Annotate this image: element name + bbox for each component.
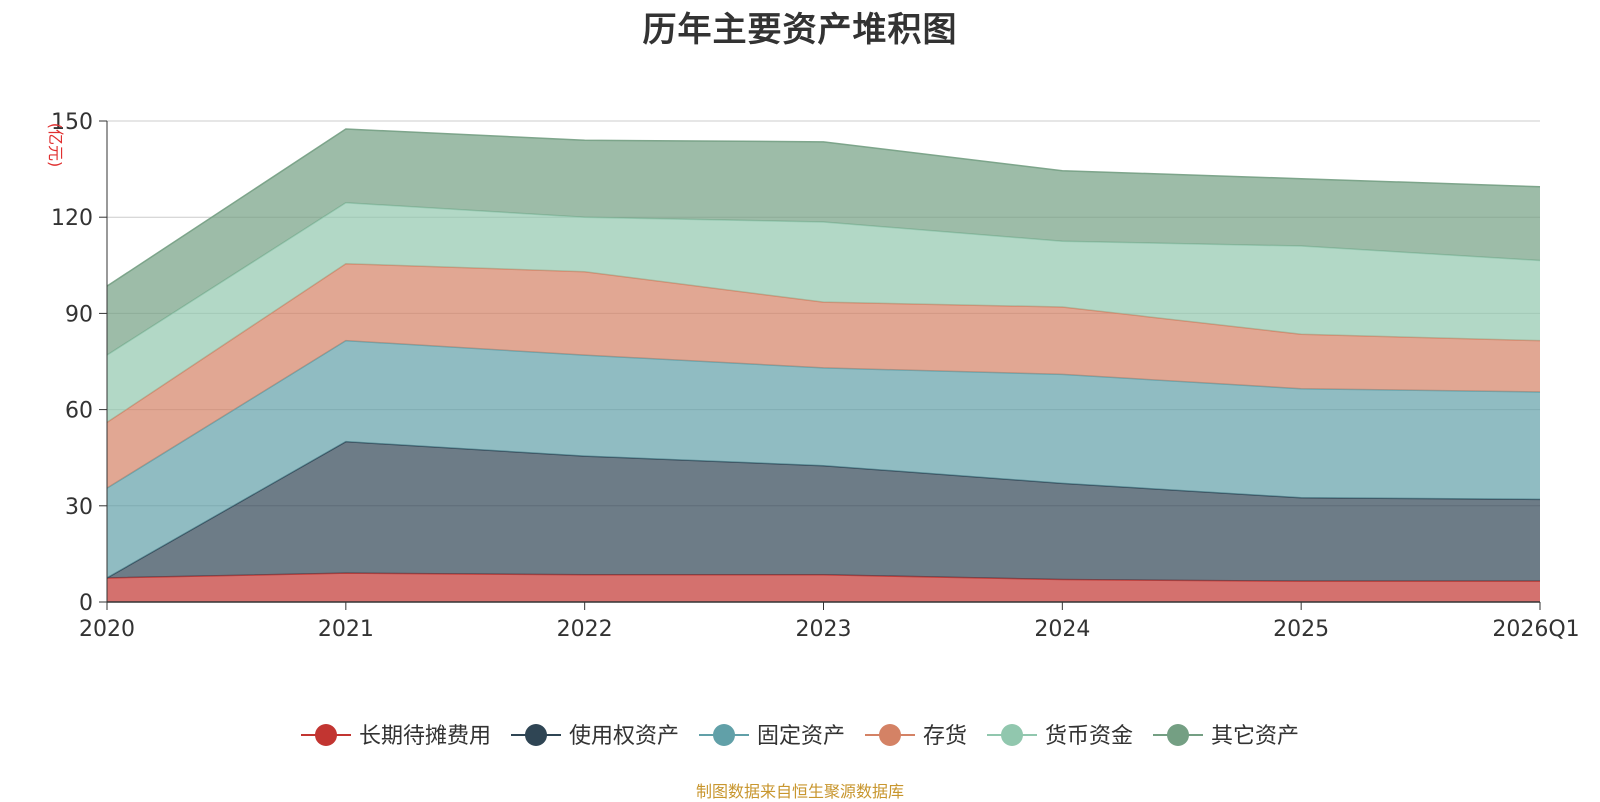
y-tick-label: 0 — [79, 591, 93, 616]
x-tick-label: 2020 — [79, 617, 135, 642]
legend: 长期待摊费用 使用权资产 固定资产 存货 货币资金 其它资产 — [301, 724, 1299, 749]
legend-label: 存货 — [923, 724, 967, 749]
x-tick-label: 2026Q1 — [1492, 617, 1579, 642]
legend-item-1: 长期待摊费用 — [301, 724, 491, 749]
y-tick-label: 120 — [51, 206, 93, 231]
y-tick-label: 150 — [51, 110, 93, 135]
series-areas — [106, 128, 1541, 602]
area-5 — [107, 202, 1540, 423]
axes: 0 30 60 90 120 150 2020 2021 2022 2023 2024 2025 202… — [46, 110, 1580, 642]
x-tick-label: 2021 — [318, 617, 374, 642]
source-footer: 制图数据来自恒生聚源数据库 — [695, 782, 904, 801]
x-tick-label: 2024 — [1034, 617, 1090, 642]
legend-marker — [713, 724, 735, 746]
y-axis-label: (亿元) — [46, 123, 65, 168]
legend-item-4: 存货 — [865, 724, 967, 749]
legend-item-2: 使用权资产 — [511, 724, 679, 749]
legend-label: 其它资产 — [1211, 724, 1299, 749]
legend-item-3: 固定资产 — [699, 724, 845, 749]
legend-label: 长期待摊费用 — [359, 724, 491, 749]
legend-label: 货币资金 — [1045, 724, 1133, 749]
legend-marker — [1001, 724, 1023, 746]
legend-label: 固定资产 — [757, 724, 845, 749]
y-tick-label: 90 — [65, 302, 93, 327]
area-1 — [107, 573, 1540, 602]
legend-marker — [1167, 724, 1189, 746]
legend-label: 使用权资产 — [569, 724, 679, 749]
y-tick-label: 60 — [65, 399, 93, 424]
series-line-6 — [106, 128, 1541, 287]
x-tick-label: 2023 — [796, 617, 852, 642]
area-4 — [107, 263, 1540, 489]
legend-item-5: 货币资金 — [987, 724, 1133, 749]
x-tick-label: 2022 — [557, 617, 613, 642]
area-6 — [107, 129, 1540, 356]
legend-marker — [879, 724, 901, 746]
x-tick-label: 2025 — [1273, 617, 1329, 642]
legend-marker — [525, 724, 547, 746]
chart-title: 历年主要资产堆积图 — [642, 10, 958, 50]
area-3 — [107, 340, 1540, 578]
legend-item-6: 其它资产 — [1153, 724, 1299, 749]
area-2 — [107, 441, 1540, 582]
y-tick-label: 30 — [65, 495, 93, 520]
legend-marker — [315, 724, 337, 746]
